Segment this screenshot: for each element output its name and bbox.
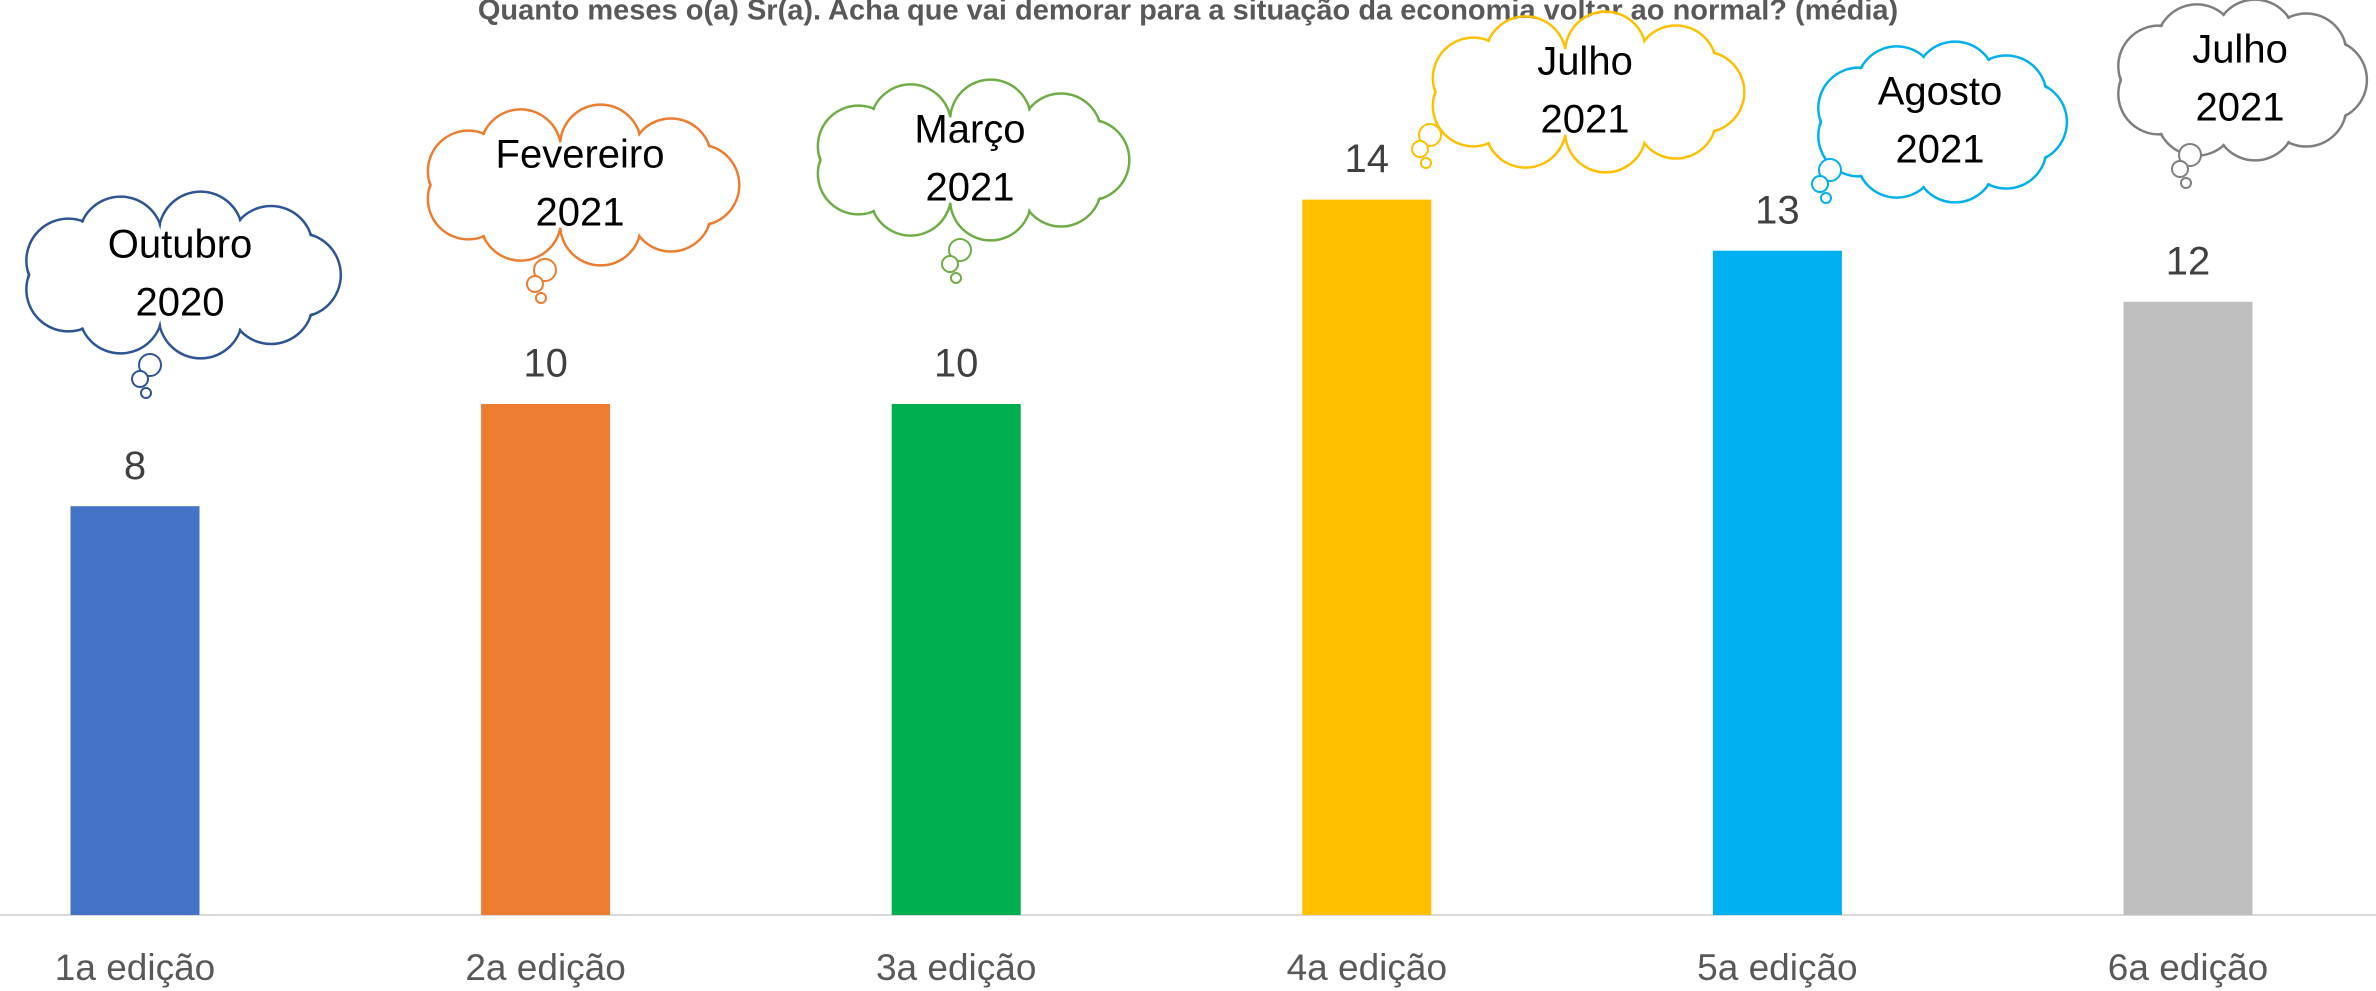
- cloud-fill: [2148, 36, 2332, 124]
- cloud-fill: [844, 116, 1096, 204]
- x-tick-label: 4a edição: [1287, 947, 1447, 988]
- cloud-callout: Julho 2021: [1411, 10, 1746, 174]
- cloud-tail: [138, 353, 162, 377]
- bar: [1302, 199, 1432, 916]
- cloud-callout: Agosto 2021: [1811, 40, 2069, 204]
- cloud-tail: [948, 238, 972, 262]
- cloud-fill: [454, 141, 706, 229]
- cloud-tail: [1820, 192, 1832, 204]
- cloud-fill: [1459, 48, 1711, 136]
- cloud-callout: Março 2021: [816, 78, 1131, 284]
- cloud-tail: [2178, 143, 2202, 167]
- annotation-text: Fevereiro: [496, 133, 665, 177]
- cloud-fill: [54, 230, 306, 320]
- cloud-tail: [2180, 177, 2192, 189]
- bar: [70, 506, 200, 915]
- x-tick-label: 6a edição: [2108, 947, 2268, 988]
- bar: [891, 404, 1021, 915]
- x-tick-label: 2a edição: [465, 947, 625, 988]
- value-label: 10: [523, 342, 568, 386]
- annotation-text: Agosto: [1878, 70, 2003, 114]
- annotation-text: 2021: [1541, 98, 1630, 142]
- cloud-tail: [1411, 140, 1429, 158]
- value-label: 14: [1345, 137, 1390, 181]
- value-label: 13: [1755, 188, 1800, 232]
- annotation-text: 2021: [1896, 128, 1985, 172]
- cloud-tail: [1818, 158, 1842, 182]
- x-tick-label: 3a edição: [876, 947, 1036, 988]
- annotation-text: Julho: [1537, 40, 1633, 84]
- annotation-text: Outubro: [108, 223, 253, 267]
- bar: [2123, 301, 2253, 915]
- x-tick-label: 1a edição: [55, 947, 215, 988]
- cloud-tail: [2171, 160, 2189, 178]
- cloud-tail: [941, 255, 959, 273]
- value-label: 8: [124, 444, 146, 488]
- cloud-tail: [533, 258, 557, 282]
- cloud-tail: [131, 370, 149, 388]
- annotation-text: 2021: [536, 191, 625, 235]
- annotation-text: 2021: [2196, 86, 2285, 130]
- bar: [481, 404, 611, 915]
- cloud-callout: Outubro 2020: [25, 190, 343, 399]
- annotation-text: 2021: [926, 166, 1015, 210]
- annotation-text: Julho: [2192, 28, 2288, 72]
- cloud-fill: [1848, 78, 2032, 166]
- cloud-tail: [535, 292, 547, 304]
- cloud-tail: [1811, 175, 1829, 193]
- cloud-tail: [526, 275, 544, 293]
- annotation-text: Março: [914, 108, 1025, 152]
- cloud-tail: [1418, 123, 1442, 147]
- chart-title: Quanto meses o(a) Sr(a). Acha que vai de…: [478, 0, 1898, 27]
- x-tick-label: 5a edição: [1697, 947, 1857, 988]
- value-label: 12: [2166, 239, 2211, 283]
- cloud-callout: Julho 2021: [2117, 0, 2369, 189]
- cloud-callout: Fevereiro 2021: [426, 103, 741, 304]
- value-label: 10: [934, 342, 979, 386]
- cloud-tail: [140, 387, 152, 399]
- cloud-tail: [1420, 157, 1432, 169]
- bar: [1712, 250, 1842, 915]
- annotation-text: 2020: [136, 281, 225, 325]
- cloud-tail: [950, 272, 962, 284]
